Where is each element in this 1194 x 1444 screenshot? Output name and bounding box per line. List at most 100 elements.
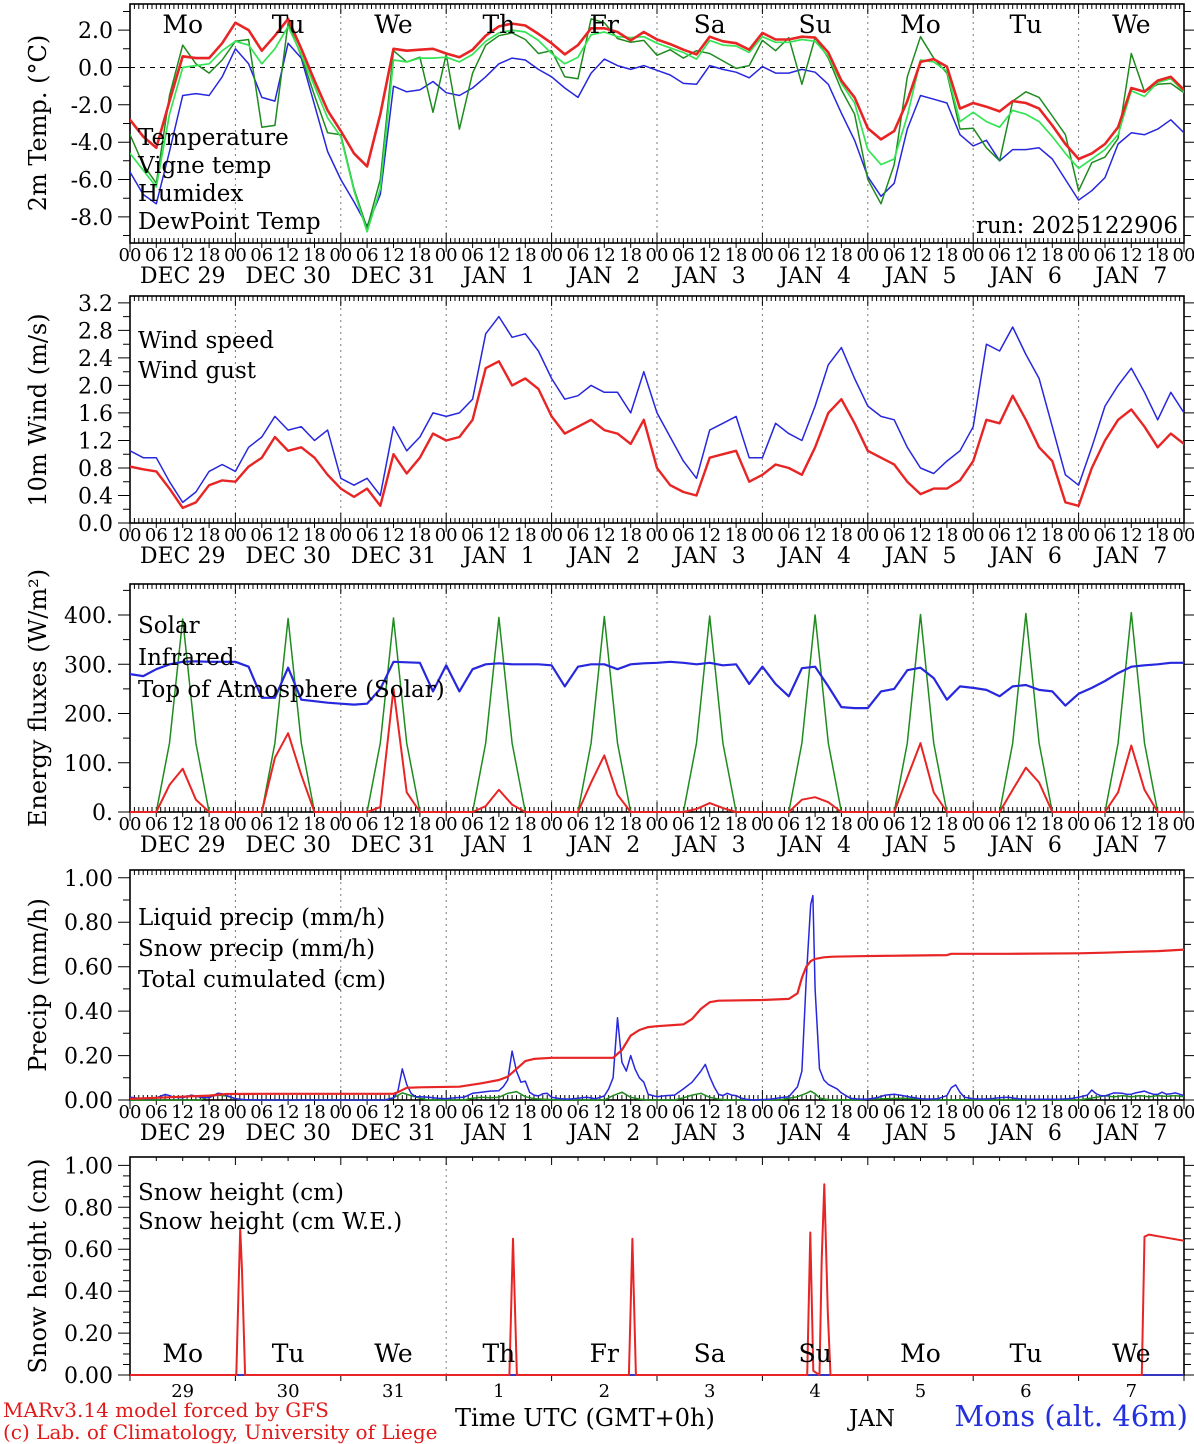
x-hour-label: 12 xyxy=(1120,245,1143,266)
legend-liquid-precip-mm-h: Liquid precip (mm/h) xyxy=(138,905,385,931)
series-dewpoint-temp xyxy=(130,25,1184,233)
x-hour-label: 00 xyxy=(962,1102,985,1123)
x-hour-label: 18 xyxy=(303,525,326,546)
x-hour-label: 06 xyxy=(566,245,589,266)
y-ticks xyxy=(118,877,1194,1101)
x-day-number: 3 xyxy=(704,1381,715,1402)
x-hour-label: 06 xyxy=(1093,245,1116,266)
day-of-week-label: We xyxy=(1112,10,1150,39)
run-label: run: 2025122906 xyxy=(975,213,1178,239)
y-tick-label: 0.60 xyxy=(64,956,113,981)
x-hour-label: 12 xyxy=(1014,245,1037,266)
x-date-label: DEC 30 xyxy=(245,833,331,858)
x-hour-label: 12 xyxy=(804,814,827,835)
x-date-label: JAN 4 xyxy=(777,544,851,569)
y-tick-label: 200. xyxy=(64,703,113,728)
x-day-number: 31 xyxy=(382,1381,405,1402)
x-date-label: DEC 31 xyxy=(351,544,437,569)
x-hour-label: 18 xyxy=(725,1102,748,1123)
day-of-week-label: Tu xyxy=(272,1339,305,1368)
y-axis-title-wind: 10m Wind (m/s) xyxy=(24,313,52,507)
x-hour-label: 18 xyxy=(1041,525,1064,546)
x-hour-label: 06 xyxy=(1093,525,1116,546)
x-date-label: JAN 4 xyxy=(777,264,851,289)
x-hour-label: 18 xyxy=(408,1102,431,1123)
copyright: (c) Lab. of Climatology, University of L… xyxy=(3,1420,438,1444)
y-tick-label: 1.2 xyxy=(78,429,113,454)
series-humidex xyxy=(130,42,1184,227)
month-label: JAN xyxy=(849,1406,895,1432)
x-hour-label: 18 xyxy=(935,525,958,546)
day-of-week-label: Fr xyxy=(590,1339,619,1368)
x-hour-label: 12 xyxy=(277,525,300,546)
x-hour-label: 12 xyxy=(1014,525,1037,546)
x-hour-label: 00 xyxy=(119,1102,142,1123)
x-hour-label: 12 xyxy=(909,245,932,266)
x-hour-label: 18 xyxy=(830,814,853,835)
x-date-label: JAN 4 xyxy=(777,1121,851,1146)
y-axis-title-energy: Energy fluxes (W/m²) xyxy=(24,568,52,828)
x-hour-label: 18 xyxy=(830,245,853,266)
x-hour-label: 00 xyxy=(646,814,669,835)
x-hour-label: 00 xyxy=(751,245,774,266)
y-tick-label: 100. xyxy=(64,752,113,777)
x-hour-label: 18 xyxy=(303,814,326,835)
x-hour-label: 06 xyxy=(250,525,273,546)
legend-dewpoint-temp: DewPoint Temp xyxy=(138,209,321,235)
x-hour-label: 06 xyxy=(883,814,906,835)
day-of-week-label: Tu xyxy=(1010,1339,1043,1368)
x-hour-label: 18 xyxy=(514,245,537,266)
x-hour-label: 00 xyxy=(224,1102,247,1123)
x-axis-title: Time UTC (GMT+0h) xyxy=(455,1404,715,1432)
x-hour-label: 00 xyxy=(540,245,563,266)
x-hour-label: 12 xyxy=(593,525,616,546)
x-date-label: DEC 30 xyxy=(245,544,331,569)
x-day-number: 29 xyxy=(171,1381,194,1402)
x-hour-label: 18 xyxy=(1041,245,1064,266)
x-date-label: JAN 3 xyxy=(672,264,746,289)
x-hour-label: 06 xyxy=(672,525,695,546)
x-hour-label: 12 xyxy=(382,245,405,266)
x-date-label: JAN 7 xyxy=(1093,833,1167,858)
y-tick-label: 0.0 xyxy=(78,56,113,81)
x-hour-label: 06 xyxy=(356,1102,379,1123)
series-wind-gust xyxy=(130,315,1184,504)
x-hour-label: 18 xyxy=(1146,525,1169,546)
x-hour-label: 18 xyxy=(198,525,221,546)
x-hour-label: 12 xyxy=(1014,814,1037,835)
y-tick-label: 0.20 xyxy=(64,1322,113,1347)
x-hour-label: 00 xyxy=(329,1102,352,1123)
y-tick-label: 1.00 xyxy=(64,867,113,892)
x-hour-label: 12 xyxy=(487,814,510,835)
x-hour-label: 00 xyxy=(962,525,985,546)
x-hour-label: 00 xyxy=(329,245,352,266)
y-tick-label: 0.8 xyxy=(78,457,113,482)
x-hour-label: 06 xyxy=(777,1102,800,1123)
x-date-label: JAN 4 xyxy=(777,833,851,858)
x-date-label: DEC 30 xyxy=(245,264,331,289)
series-total-cumulated-cm xyxy=(130,948,1184,1100)
y-tick-label: 2.0 xyxy=(78,19,113,44)
day-of-week-label: We xyxy=(374,10,412,39)
y-tick-label: 400. xyxy=(64,604,113,629)
x-hour-label: 00 xyxy=(119,525,142,546)
x-hour-label: 06 xyxy=(883,245,906,266)
x-hour-label: 12 xyxy=(171,814,194,835)
x-hour-label: 18 xyxy=(725,245,748,266)
series-wind-speed xyxy=(130,360,1184,510)
x-hour-label: 06 xyxy=(777,245,800,266)
x-hour-label: 12 xyxy=(698,245,721,266)
x-hour-label: 12 xyxy=(277,814,300,835)
x-hour-label: 00 xyxy=(646,245,669,266)
legend-snow-precip-mm-h: Snow precip (mm/h) xyxy=(138,936,375,962)
x-date-label: JAN 5 xyxy=(883,833,957,858)
day-of-week-label: Fr xyxy=(590,10,619,39)
x-hour-label: 12 xyxy=(382,525,405,546)
x-hour-label: 18 xyxy=(935,245,958,266)
series-solar xyxy=(130,687,1184,813)
x-hour-label: 00 xyxy=(1067,1102,1090,1123)
x-day-number: 5 xyxy=(915,1381,926,1402)
x-hour-label: 06 xyxy=(988,525,1011,546)
y-tick-label: 0.4 xyxy=(78,484,113,509)
x-date-label: JAN 3 xyxy=(672,544,746,569)
